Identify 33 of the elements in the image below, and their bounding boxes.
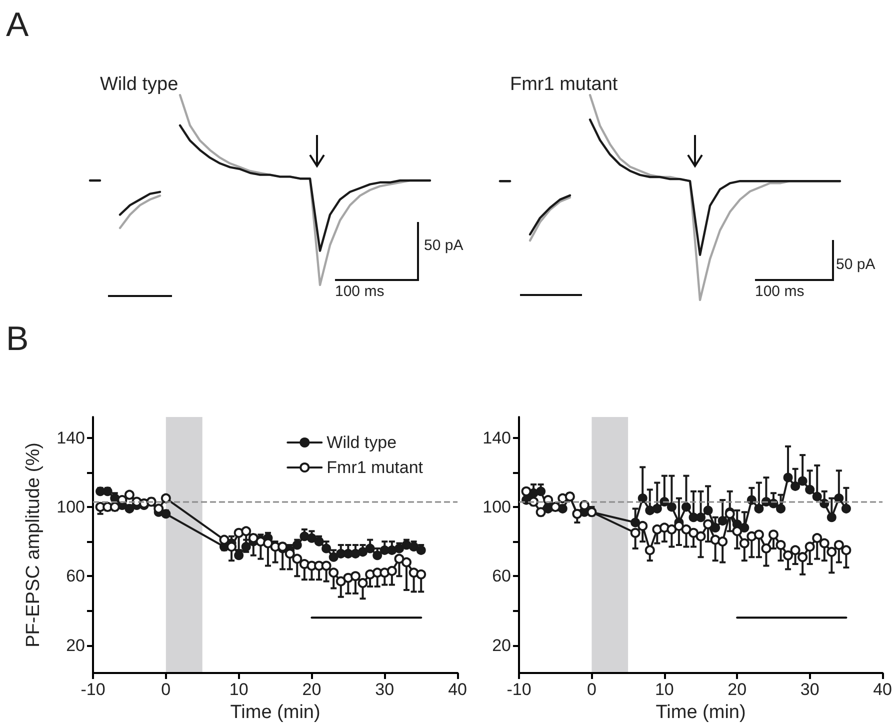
x-tick-label: 10 bbox=[229, 680, 248, 699]
legend-label: Wild type bbox=[326, 433, 397, 452]
x-axis-title: Time (min) bbox=[230, 702, 320, 723]
annotation: 50 pA bbox=[424, 237, 464, 254]
x-tick-label: 40 bbox=[873, 680, 892, 699]
x-tick-label: 30 bbox=[375, 680, 394, 699]
x-axis-title: Time (min) bbox=[656, 702, 746, 723]
annotation: 50 pA bbox=[836, 256, 876, 273]
x-tick-label: 40 bbox=[448, 680, 468, 699]
y-tick-label: 140 bbox=[56, 428, 85, 448]
y-axis-title: PF-EPSC amplitude (%) bbox=[23, 442, 44, 648]
y-tick-label: 20 bbox=[492, 636, 511, 655]
y-tick-label: 140 bbox=[482, 428, 511, 448]
y-tick-label: 100 bbox=[482, 497, 511, 516]
x-tick-label: 30 bbox=[800, 680, 820, 699]
chart-title: Wild type bbox=[100, 74, 178, 95]
x-tick-label: 20 bbox=[728, 680, 747, 699]
y-tick-label: 60 bbox=[66, 566, 85, 586]
x-tick-label: 20 bbox=[302, 680, 322, 699]
x-tick-label: -10 bbox=[506, 680, 532, 699]
x-tick-label: 0 bbox=[586, 680, 596, 699]
text: B bbox=[6, 320, 29, 359]
legend-label: Fmr1 mutant bbox=[326, 458, 424, 477]
text: A bbox=[6, 6, 29, 45]
y-tick-label: 60 bbox=[492, 566, 511, 586]
y-tick-label: 20 bbox=[66, 636, 85, 655]
chart-title: Fmr1 mutant bbox=[510, 74, 618, 95]
y-tick-label: 100 bbox=[56, 497, 85, 516]
x-tick-label: 10 bbox=[654, 680, 674, 699]
x-tick-label: 0 bbox=[161, 680, 171, 699]
x-tick-label: -10 bbox=[80, 680, 106, 699]
annotation: 100 ms bbox=[755, 283, 804, 300]
annotation: 100 ms bbox=[335, 283, 384, 300]
